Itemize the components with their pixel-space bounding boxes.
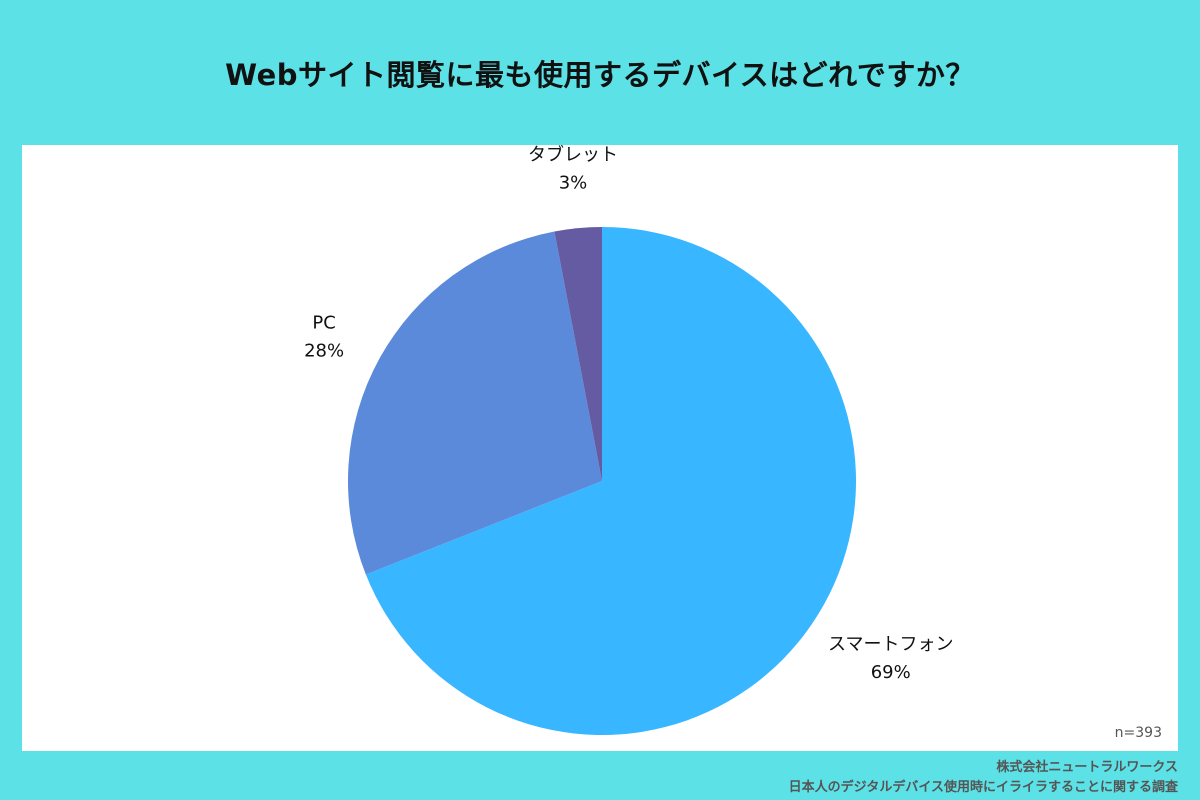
pie-chart: スマートフォン 69% PC 28% タブレット 3% [304,145,953,736]
chart-panel: スマートフォン 69% PC 28% タブレット 3% n=393 [22,145,1178,751]
footer: 株式会社ニュートラルワークス 日本人のデジタルデバイス使用時にイライラすることに… [789,758,1178,798]
pie-slice-2 [554,227,602,481]
chart-title: Webサイト閲覧に最も使用するデバイスはどれですか？ [225,58,975,92]
slice-value-label-1: 28% [304,341,344,362]
pie-slice-1 [348,231,602,575]
footer-survey: 日本人のデジタルデバイス使用時にイライラすることに関する調査 [788,780,1178,795]
footer-company: 株式会社ニュートラルワークス [996,760,1178,775]
slice-name-label-1: PC [312,313,335,334]
sample-size-label: n=393 [1114,725,1162,741]
slice-name-label-0: スマートフォン [828,634,953,655]
pie-slice-0 [365,227,856,736]
slice-value-label-0: 69% [871,662,911,683]
slice-name-label-2: タブレット [528,145,618,165]
slice-value-label-2: 3% [559,172,588,193]
